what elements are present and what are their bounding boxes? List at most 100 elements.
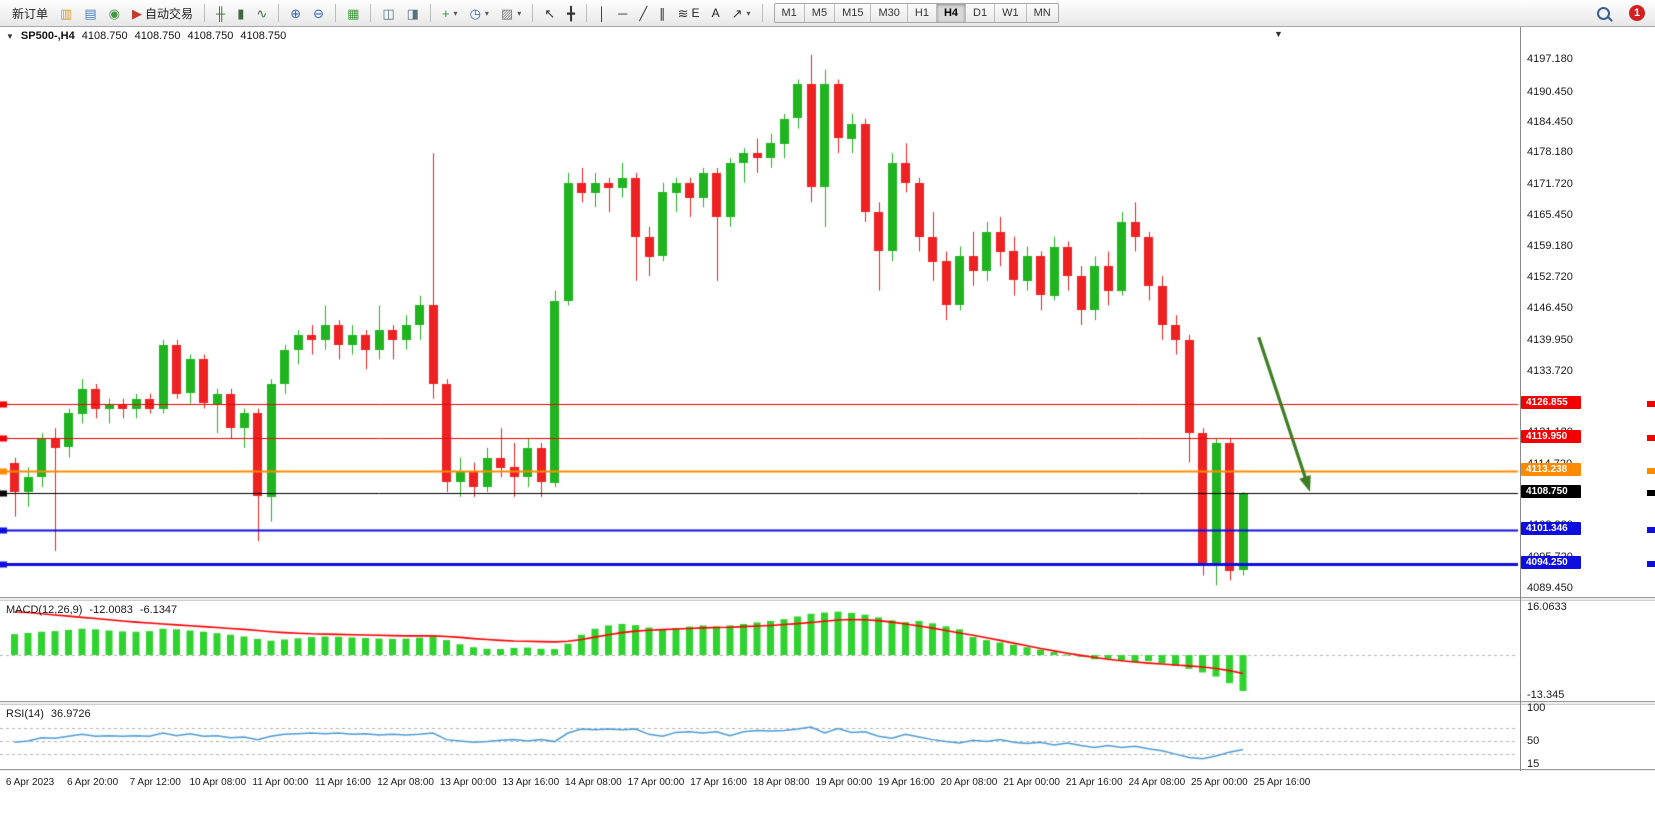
macd-scale-label: 16.0633 bbox=[1527, 601, 1567, 613]
time-label: 14 Apr 08:00 bbox=[565, 777, 622, 788]
templates-icon[interactable]: ▨ ▾ bbox=[496, 3, 526, 23]
bar-chart-icon[interactable]: ╫ bbox=[211, 3, 230, 23]
arrows-tool-icon: ↗ bbox=[731, 5, 743, 21]
indicators-icon: + bbox=[441, 5, 450, 21]
timeframe-button-m15[interactable]: M15 bbox=[835, 4, 872, 22]
toolbar-separator bbox=[278, 4, 280, 22]
search-button[interactable] bbox=[1590, 3, 1621, 23]
timeframe-button-m1[interactable]: M1 bbox=[774, 4, 805, 22]
text-tool-button[interactable]: A bbox=[707, 3, 725, 23]
line-chart-icon: ∿ bbox=[256, 5, 268, 21]
price-tick-label: 4184.450 bbox=[1527, 115, 1573, 128]
resistance-line-2-badge: 4119.950 bbox=[1521, 430, 1581, 444]
timeframe-button-m5[interactable]: M5 bbox=[804, 4, 836, 22]
chart-shift-icon[interactable]: ◨ bbox=[402, 3, 424, 23]
templates-icon: ▨ bbox=[500, 5, 514, 21]
rsi-title: RSI(14) bbox=[6, 708, 44, 720]
symbol-period-label: SP500-,H4 bbox=[20, 30, 75, 42]
time-label: 10 Apr 08:00 bbox=[189, 777, 247, 788]
timeframe-group: M1 M5 M15 M30 H1 H4 D1 W1 MN bbox=[773, 3, 1059, 23]
bid-price-line-badge: 4108.750 bbox=[1521, 485, 1581, 499]
time-label: 11 Apr 00:00 bbox=[252, 777, 309, 788]
timeframe-button-h1[interactable]: H1 bbox=[907, 4, 937, 22]
time-label: 7 Apr 12:00 bbox=[129, 777, 181, 788]
crosshair-icon[interactable]: ╋ bbox=[562, 3, 580, 23]
rsi-scale-label: 15 bbox=[1527, 758, 1540, 770]
price-scale[interactable]: 4197.180 4190.450 4184.450 4178.180 4171.720… bbox=[1520, 27, 1655, 771]
toolbar-left-group: 新订单 ▥ ▤ ◉ ▶ 自动交易 ╫ ▮ ∿ ⊕ ⊖ ▦ ◫ ◨ + ▾ ◷ ▾ ▨ ▾ ↖ ╋ │ ─ ╱ ∥ ≋ E A ↗ ▾ M1 M5… bbox=[6, 0, 1059, 26]
rsi-indicator-canvas[interactable] bbox=[0, 705, 1520, 769]
cursor-icon[interactable]: ↖ bbox=[539, 3, 560, 23]
periods-icon: ◷ bbox=[469, 5, 481, 21]
bar-chart-icon: ╫ bbox=[215, 5, 226, 21]
notification-badge[interactable]: 1 bbox=[1629, 5, 1645, 21]
fibonacci-icon[interactable]: ≋ E bbox=[673, 3, 705, 23]
new-order-button[interactable]: 新订单 bbox=[7, 3, 53, 23]
resistance-line-1-right-marker bbox=[1647, 401, 1655, 408]
panel-splitter[interactable] bbox=[0, 597, 1655, 601]
equidistant-channel-icon[interactable]: ∥ bbox=[654, 3, 671, 23]
autotrading-icon: ▶ bbox=[131, 5, 142, 21]
one-click-trading-toggle-icon[interactable]: ▼ bbox=[6, 31, 14, 41]
timeframe-button-h4[interactable]: H4 bbox=[936, 4, 966, 22]
autotrading-button[interactable]: ▶ 自动交易 bbox=[127, 3, 198, 23]
time-label: 12 Apr 08:00 bbox=[377, 777, 434, 788]
crosshair-icon: ╋ bbox=[567, 5, 575, 21]
toolbar-separator bbox=[370, 4, 372, 22]
time-label: 17 Apr 16:00 bbox=[690, 777, 747, 788]
autotrading-button-label: 自动交易 bbox=[144, 6, 193, 21]
main-chart-canvas[interactable] bbox=[0, 27, 1520, 597]
price-tick-label: 4171.720 bbox=[1527, 178, 1573, 191]
market-watch-icon[interactable]: ▥ bbox=[55, 3, 77, 23]
dropdown-arrow-icon: ▾ bbox=[746, 8, 751, 18]
trendline-icon: ╱ bbox=[639, 5, 648, 21]
equidistant-channel-icon: ∥ bbox=[659, 5, 666, 21]
zoom-out-icon: ⊖ bbox=[313, 5, 325, 21]
candlestick-chart-icon[interactable]: ▮ bbox=[232, 3, 249, 23]
time-label: 13 Apr 00:00 bbox=[439, 777, 497, 788]
macd-signal-value: -6.1347 bbox=[139, 604, 178, 616]
zoom-out-icon[interactable]: ⊖ bbox=[308, 3, 329, 23]
time-label: 21 Apr 00:00 bbox=[1003, 777, 1060, 788]
data-window-icon[interactable]: ▤ bbox=[79, 3, 101, 23]
time-label: 6 Apr 20:00 bbox=[67, 777, 119, 788]
support-line-2-right-marker bbox=[1647, 561, 1655, 568]
timeframe-button-m30[interactable]: M30 bbox=[871, 4, 908, 22]
time-label: 20 Apr 08:00 bbox=[940, 777, 998, 788]
macd-indicator-canvas[interactable] bbox=[0, 601, 1520, 701]
toolbar-separator bbox=[335, 4, 337, 22]
fibonacci-icon-label: E bbox=[691, 6, 700, 20]
arrows-tool-icon[interactable]: ↗ ▾ bbox=[727, 3, 756, 23]
price-tick-label: 4190.450 bbox=[1527, 86, 1573, 99]
auto-scroll-icon[interactable]: ◫ bbox=[377, 3, 399, 23]
indicators-icon[interactable]: + ▾ bbox=[437, 3, 463, 23]
trendline-icon[interactable]: ╱ bbox=[634, 3, 652, 23]
chart-shift-marker-icon[interactable]: ▼ bbox=[1274, 29, 1283, 39]
rsi-scale-label: 100 bbox=[1527, 702, 1546, 714]
time-label: 6 Apr 2023 bbox=[5, 777, 55, 788]
bid-price-line-right-marker bbox=[1647, 490, 1655, 497]
vertical-line-icon[interactable]: │ bbox=[593, 3, 611, 23]
line-chart-icon[interactable]: ∿ bbox=[251, 3, 272, 23]
navigator-icon[interactable]: ◉ bbox=[104, 3, 125, 23]
time-label: 25 Apr 16:00 bbox=[1253, 777, 1311, 788]
price-tick-label: 4159.180 bbox=[1527, 239, 1573, 252]
data-window-icon: ▤ bbox=[84, 5, 97, 21]
new-order-button-label: 新订单 bbox=[12, 6, 49, 21]
tile-windows-icon[interactable]: ▦ bbox=[342, 3, 364, 23]
timeframe-button-d1[interactable]: D1 bbox=[966, 4, 996, 22]
auto-scroll-icon: ◫ bbox=[382, 5, 395, 21]
panel-splitter[interactable] bbox=[0, 701, 1655, 705]
timeframe-button-mn[interactable]: MN bbox=[1026, 4, 1058, 22]
time-axis[interactable]: 6 Apr 2023 6 Apr 20:00 7 Apr 12:00 10 Apr 0… bbox=[0, 771, 1655, 828]
search-icon bbox=[1597, 6, 1610, 20]
horizontal-line-icon: ─ bbox=[618, 5, 628, 21]
macd-title: MACD(12,26,9) bbox=[6, 604, 83, 616]
horizontal-line-icon[interactable]: ─ bbox=[613, 3, 632, 23]
timeframe-button-w1[interactable]: W1 bbox=[995, 4, 1027, 22]
zoom-in-icon[interactable]: ⊕ bbox=[285, 3, 306, 23]
support-line-2-badge: 4094.250 bbox=[1521, 556, 1581, 570]
periods-icon[interactable]: ◷ ▾ bbox=[465, 3, 494, 23]
time-label: 19 Apr 16:00 bbox=[878, 777, 935, 788]
navigator-icon: ◉ bbox=[108, 5, 120, 21]
